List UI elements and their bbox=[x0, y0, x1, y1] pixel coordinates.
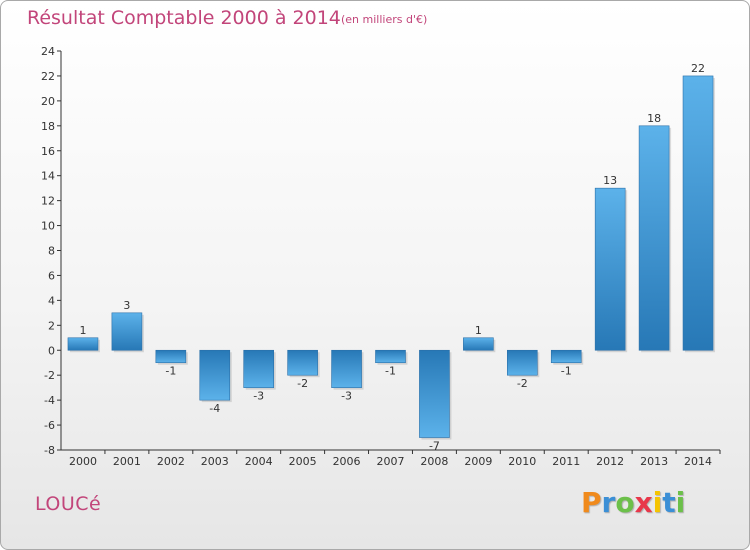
data-label-2008: -7 bbox=[429, 440, 440, 453]
x-tick-label: 2007 bbox=[377, 455, 405, 468]
logo-letter: i bbox=[675, 486, 686, 519]
data-label-2007: -1 bbox=[385, 365, 396, 378]
x-tick-label: 2009 bbox=[464, 455, 492, 468]
data-label-2010: -2 bbox=[517, 377, 528, 390]
logo-letter: o bbox=[615, 486, 635, 519]
data-label-2002: -1 bbox=[165, 365, 176, 378]
x-tick-label: 2013 bbox=[640, 455, 668, 468]
y-tick-label: 16 bbox=[41, 145, 55, 158]
data-label-2004: -3 bbox=[253, 390, 264, 403]
y-tick-label: -4 bbox=[44, 394, 55, 407]
x-tick-label: 2005 bbox=[289, 455, 317, 468]
bar-2012 bbox=[594, 187, 626, 351]
logo-letter: r bbox=[601, 486, 616, 519]
y-tick-label: 14 bbox=[41, 170, 55, 183]
chart-subtitle: (en milliers d'€) bbox=[341, 13, 428, 26]
bar-2013 bbox=[638, 125, 670, 351]
x-tick-label: 2010 bbox=[508, 455, 536, 468]
y-tick-label: 18 bbox=[41, 120, 55, 133]
chart-title: Résultat Comptable 2000 à 2014 bbox=[27, 7, 341, 29]
y-tick-label: 20 bbox=[41, 95, 55, 108]
data-label-2013: 18 bbox=[647, 112, 661, 125]
x-tick-label: 2003 bbox=[201, 455, 229, 468]
y-tick-label: 22 bbox=[41, 70, 55, 83]
y-tick-label: 10 bbox=[41, 220, 55, 233]
y-tick-label: 24 bbox=[41, 45, 55, 58]
bar-2011 bbox=[550, 349, 582, 364]
data-label-2005: -2 bbox=[297, 377, 308, 390]
x-tick-label: 2004 bbox=[245, 455, 273, 468]
x-tick-label: 2011 bbox=[552, 455, 580, 468]
y-tick-label: 4 bbox=[48, 294, 55, 307]
y-tick-label: 12 bbox=[41, 195, 55, 208]
data-label-2012: 13 bbox=[603, 174, 617, 187]
data-label-2006: -3 bbox=[341, 390, 352, 403]
bar-2002 bbox=[155, 349, 187, 364]
commune-name: LOUCé bbox=[35, 493, 102, 515]
logo-letter: P bbox=[581, 486, 602, 519]
logo-letter: x bbox=[634, 486, 653, 519]
bar-2008 bbox=[419, 349, 450, 438]
data-label-2011: -1 bbox=[561, 365, 572, 378]
y-tick-label: 8 bbox=[48, 245, 55, 258]
bar-2009 bbox=[463, 337, 494, 351]
proxiti-logo[interactable]: Proxiti bbox=[581, 486, 685, 519]
data-label-2014: 22 bbox=[691, 62, 705, 75]
bar-2004 bbox=[243, 349, 274, 388]
bar-2000 bbox=[67, 337, 99, 351]
data-label-2009: 1 bbox=[475, 324, 482, 337]
x-tick-label: 2002 bbox=[157, 455, 185, 468]
y-tick-label: 6 bbox=[48, 269, 55, 282]
data-label-2003: -4 bbox=[209, 402, 220, 415]
chart-bars bbox=[67, 75, 716, 440]
y-tick-label: 0 bbox=[48, 344, 55, 357]
x-tick-label: 2001 bbox=[113, 455, 141, 468]
bar-2010 bbox=[506, 349, 538, 376]
logo-letter: t bbox=[662, 486, 676, 519]
bar-2001 bbox=[111, 312, 143, 351]
bar-2014 bbox=[682, 75, 714, 351]
x-tick-label: 2014 bbox=[684, 455, 712, 468]
data-label-2000: 1 bbox=[79, 324, 86, 337]
bar-2003 bbox=[199, 349, 231, 401]
data-label-2001: 3 bbox=[123, 299, 130, 312]
y-tick-label: -6 bbox=[44, 419, 55, 432]
x-tick-label: 2006 bbox=[333, 455, 361, 468]
x-tick-label: 2000 bbox=[69, 455, 97, 468]
x-tick-label: 2012 bbox=[596, 455, 624, 468]
x-tick-label: 2008 bbox=[420, 455, 448, 468]
y-tick-label: -2 bbox=[44, 369, 55, 382]
bar-2006 bbox=[331, 349, 362, 388]
y-tick-label: 2 bbox=[48, 319, 55, 332]
y-tick-label: -8 bbox=[44, 444, 55, 457]
bar-2007 bbox=[375, 349, 406, 364]
logo-letter: i bbox=[652, 486, 663, 519]
bar-2005 bbox=[287, 349, 318, 376]
